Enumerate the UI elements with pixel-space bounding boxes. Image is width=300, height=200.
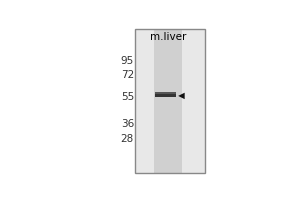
FancyBboxPatch shape xyxy=(155,92,176,94)
Text: 95: 95 xyxy=(121,56,134,66)
Text: 28: 28 xyxy=(121,134,134,144)
Polygon shape xyxy=(178,93,185,99)
FancyBboxPatch shape xyxy=(155,94,176,97)
Text: m.liver: m.liver xyxy=(149,32,186,42)
FancyBboxPatch shape xyxy=(154,29,182,173)
Text: 55: 55 xyxy=(121,92,134,102)
Text: 72: 72 xyxy=(121,70,134,80)
FancyBboxPatch shape xyxy=(135,29,205,173)
Text: 36: 36 xyxy=(121,119,134,129)
